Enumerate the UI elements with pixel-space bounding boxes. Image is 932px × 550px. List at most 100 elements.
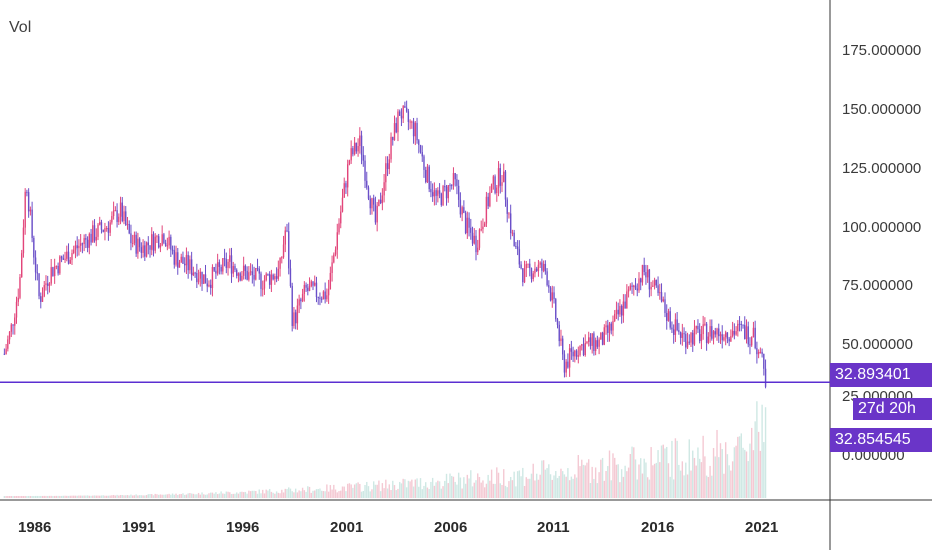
candle-body	[346, 164, 349, 188]
volume-bar	[400, 483, 403, 498]
candle-body	[657, 285, 659, 294]
candle-body	[589, 337, 592, 346]
candle-body	[674, 319, 677, 335]
candle-body	[105, 228, 108, 230]
candle-body	[128, 223, 130, 234]
candle-body	[483, 223, 486, 227]
candle-body	[372, 198, 375, 205]
volume-bar	[194, 494, 196, 498]
volume-bar	[430, 481, 432, 498]
candle-body	[610, 323, 612, 331]
volume-bar	[19, 495, 21, 498]
candle-body	[208, 284, 210, 287]
candle-body	[721, 334, 723, 341]
candle-body	[584, 342, 586, 356]
candle-body	[607, 325, 609, 333]
volume-bar	[605, 470, 607, 498]
candle-body	[76, 245, 78, 249]
volume-bar	[418, 486, 420, 498]
candle-body	[568, 348, 571, 368]
candle-body	[518, 249, 521, 265]
volume-bar	[555, 471, 557, 498]
volume-bar	[31, 495, 33, 498]
volume-bar	[99, 495, 101, 498]
candle-body	[225, 259, 228, 268]
x-tick-label: 1986	[18, 519, 51, 536]
candle-body	[392, 136, 394, 141]
candle-body	[270, 274, 273, 285]
volume-bar	[452, 476, 455, 498]
volume-bar	[251, 490, 254, 498]
candle-body	[452, 173, 455, 186]
candle-body	[575, 350, 578, 357]
volume-bar	[41, 495, 44, 498]
candle-body	[426, 166, 429, 183]
volume-bar	[721, 449, 723, 498]
candle-body	[549, 287, 552, 301]
candle-body	[761, 351, 763, 354]
volume-bar	[541, 460, 543, 498]
volume-bar	[26, 495, 28, 498]
x-tick-label: 2001	[330, 519, 363, 536]
candle-body	[138, 238, 141, 248]
candle-body	[256, 267, 259, 269]
volume-bar	[672, 479, 675, 498]
candle-body	[671, 327, 673, 330]
volume-bar	[664, 448, 666, 498]
candle-body	[515, 246, 517, 248]
candle-body	[145, 242, 148, 257]
candle-body	[71, 253, 73, 260]
volume-bar	[111, 495, 113, 498]
volume-bar	[315, 489, 318, 498]
candle-body	[393, 123, 396, 141]
candle-body	[157, 236, 160, 248]
volume-bar	[81, 495, 84, 498]
candle-body	[508, 213, 510, 215]
y-tick-label: 50.000000	[842, 336, 913, 353]
candle-body	[763, 353, 765, 369]
candle-body	[173, 250, 175, 265]
volume-bar	[204, 494, 207, 498]
volume-bar	[152, 495, 155, 498]
volume-bar	[728, 465, 730, 498]
volume-bar	[548, 464, 550, 498]
candle-body	[468, 217, 470, 228]
candle-body	[712, 331, 715, 339]
volume-bar	[265, 489, 267, 498]
candle-body	[497, 168, 500, 188]
volume-bar	[320, 490, 323, 498]
candle-body	[466, 217, 469, 234]
volume-bar	[40, 495, 42, 498]
candle-body	[12, 324, 14, 326]
volume-bar	[737, 436, 739, 498]
volume-bar	[128, 495, 130, 498]
volume-bar	[582, 464, 585, 498]
volume-bar	[693, 457, 696, 498]
volume-bar	[697, 447, 699, 498]
candle-body	[161, 234, 163, 246]
volume-bar	[237, 493, 240, 498]
volume-bar	[478, 476, 481, 498]
candle-body	[650, 286, 652, 290]
volume-bar	[180, 494, 182, 498]
bar-countdown-tag: 27d 20h	[853, 398, 932, 420]
volume-bar	[411, 479, 413, 498]
volume-bar	[284, 488, 286, 498]
volume-bar	[383, 488, 385, 498]
volume-bar	[666, 446, 668, 498]
volume-bar	[695, 465, 697, 498]
candle-body	[308, 286, 311, 291]
volume-bar	[154, 493, 156, 498]
volume-bar	[385, 479, 387, 498]
candle-body	[667, 311, 670, 321]
volume-bar	[29, 495, 32, 498]
volume-bar	[598, 472, 600, 498]
volume-bar	[652, 465, 654, 498]
volume-bar	[679, 470, 682, 498]
volume-bar	[705, 475, 708, 498]
volume-bar	[704, 456, 706, 498]
volume-bar	[482, 480, 484, 498]
candle-body	[525, 264, 527, 269]
volume-bar	[756, 401, 758, 498]
candle-body	[582, 344, 585, 356]
